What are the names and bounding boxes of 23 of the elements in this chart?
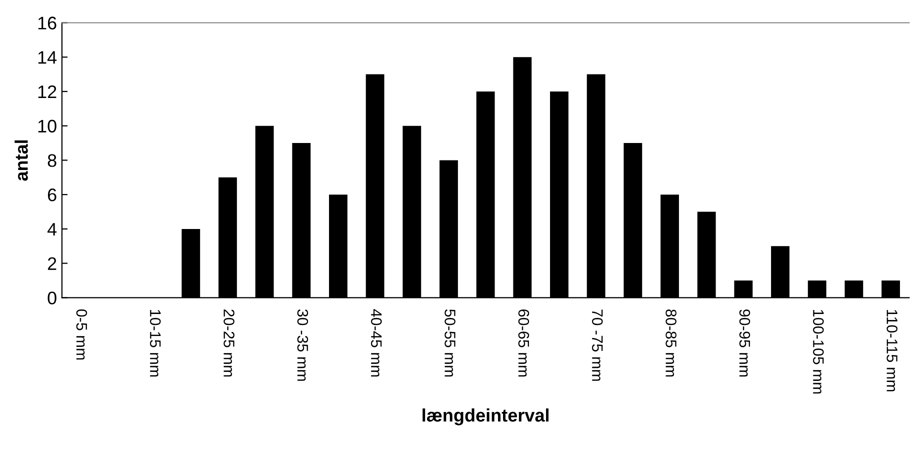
x-axis-title: længdeinterval: [422, 408, 548, 426]
y-tick-label: 2: [48, 257, 56, 270]
y-tick-label: 16: [38, 16, 56, 30]
x-tick-label: 60-65 mm: [518, 310, 530, 377]
x-tick-label: 20-25 mm: [224, 310, 234, 377]
x-tick-label: 110-115 mm: [886, 310, 898, 392]
y-axis-title: antal: [14, 140, 28, 181]
y-tick-label: 10: [38, 120, 56, 133]
x-tick-label: 70 -75 mm: [592, 310, 603, 381]
y-tick-label: 14: [38, 51, 57, 64]
y-tick-label: 6: [48, 188, 56, 202]
x-tick-label: 50-55 mm: [444, 309, 456, 377]
y-tick-label: 12: [38, 85, 56, 98]
x-tick-label: 30 -35 mm: [297, 309, 308, 381]
x-tick-label: 10-15 mm: [150, 310, 161, 377]
x-tick-label: 100-105 mm: [812, 310, 824, 394]
y-tick-label: 8: [48, 154, 56, 167]
y-tick-label: 0: [48, 292, 56, 304]
x-tick-label: 90-95 mm: [739, 310, 750, 377]
y-tick-label: 4: [47, 223, 57, 236]
x-tick-label: 0-5 mm: [76, 309, 88, 360]
x-tick-label: 80-85 mm: [666, 309, 676, 377]
x-tick-label: 40-45 mm: [370, 309, 382, 377]
